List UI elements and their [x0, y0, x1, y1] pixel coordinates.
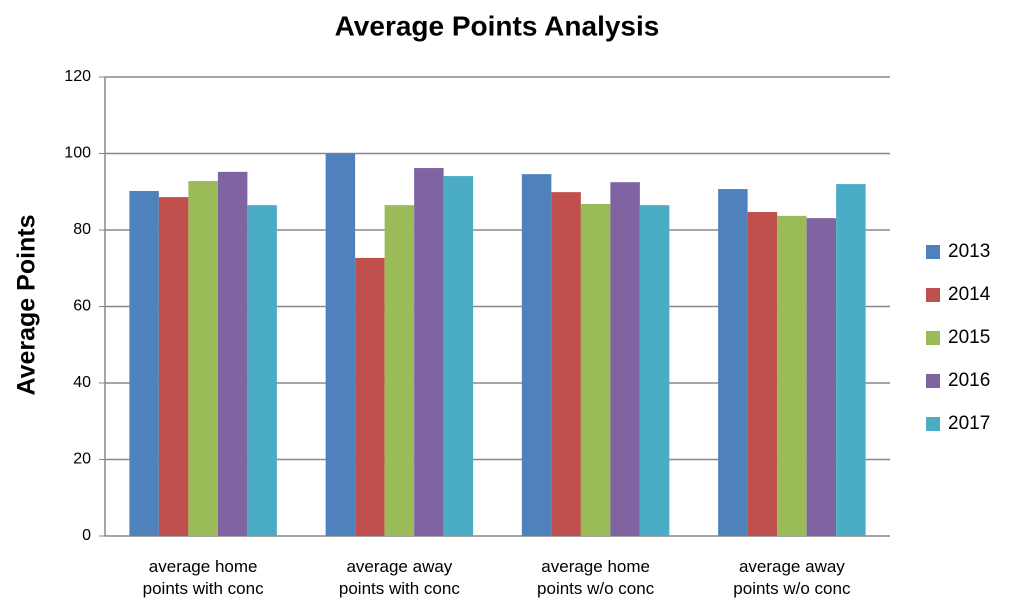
bar	[777, 215, 807, 536]
bar	[384, 205, 415, 536]
legend-label: 2017	[948, 413, 990, 434]
legend-swatch	[926, 288, 940, 302]
bar	[551, 192, 581, 536]
bar	[158, 197, 189, 537]
bar	[325, 153, 356, 536]
bar	[610, 182, 640, 536]
y-tick-label: 0	[82, 527, 91, 544]
legend-swatch	[926, 417, 940, 431]
bar	[718, 189, 748, 536]
bar	[188, 181, 218, 537]
y-tick-label: 120	[64, 68, 91, 85]
chart-title: Average Points Analysis	[335, 10, 660, 41]
y-tick-label: 100	[64, 145, 91, 162]
bar	[836, 184, 866, 536]
bar	[639, 205, 670, 536]
y-tick-label: 60	[73, 298, 91, 315]
bar	[129, 190, 159, 537]
y-tick-label: 20	[73, 451, 91, 468]
bar	[443, 176, 474, 536]
y-tick-label: 80	[73, 221, 91, 238]
x-tick-label: average away points with conc	[338, 557, 460, 598]
legend-label: 2016	[948, 370, 990, 391]
legend-swatch	[926, 245, 940, 259]
bar	[355, 257, 385, 536]
bar	[521, 174, 552, 536]
bar	[217, 171, 248, 537]
legend-swatch	[926, 331, 940, 345]
bar	[414, 168, 444, 536]
y-tick-label: 40	[73, 374, 91, 391]
bar	[747, 212, 778, 536]
y-axis-label: Average Points	[13, 214, 41, 395]
bar	[806, 218, 837, 536]
legend-label: 2015	[948, 327, 990, 348]
x-tick-label: average home points w/o conc	[537, 557, 655, 598]
bar	[580, 203, 611, 537]
legend-label: 2014	[948, 284, 991, 305]
legend-label: 2013	[948, 241, 990, 262]
bar	[247, 205, 277, 536]
legend-swatch	[926, 374, 940, 388]
x-tick-label: average away points w/o conc	[733, 557, 851, 598]
x-tick-label: average home points with conc	[142, 557, 264, 598]
